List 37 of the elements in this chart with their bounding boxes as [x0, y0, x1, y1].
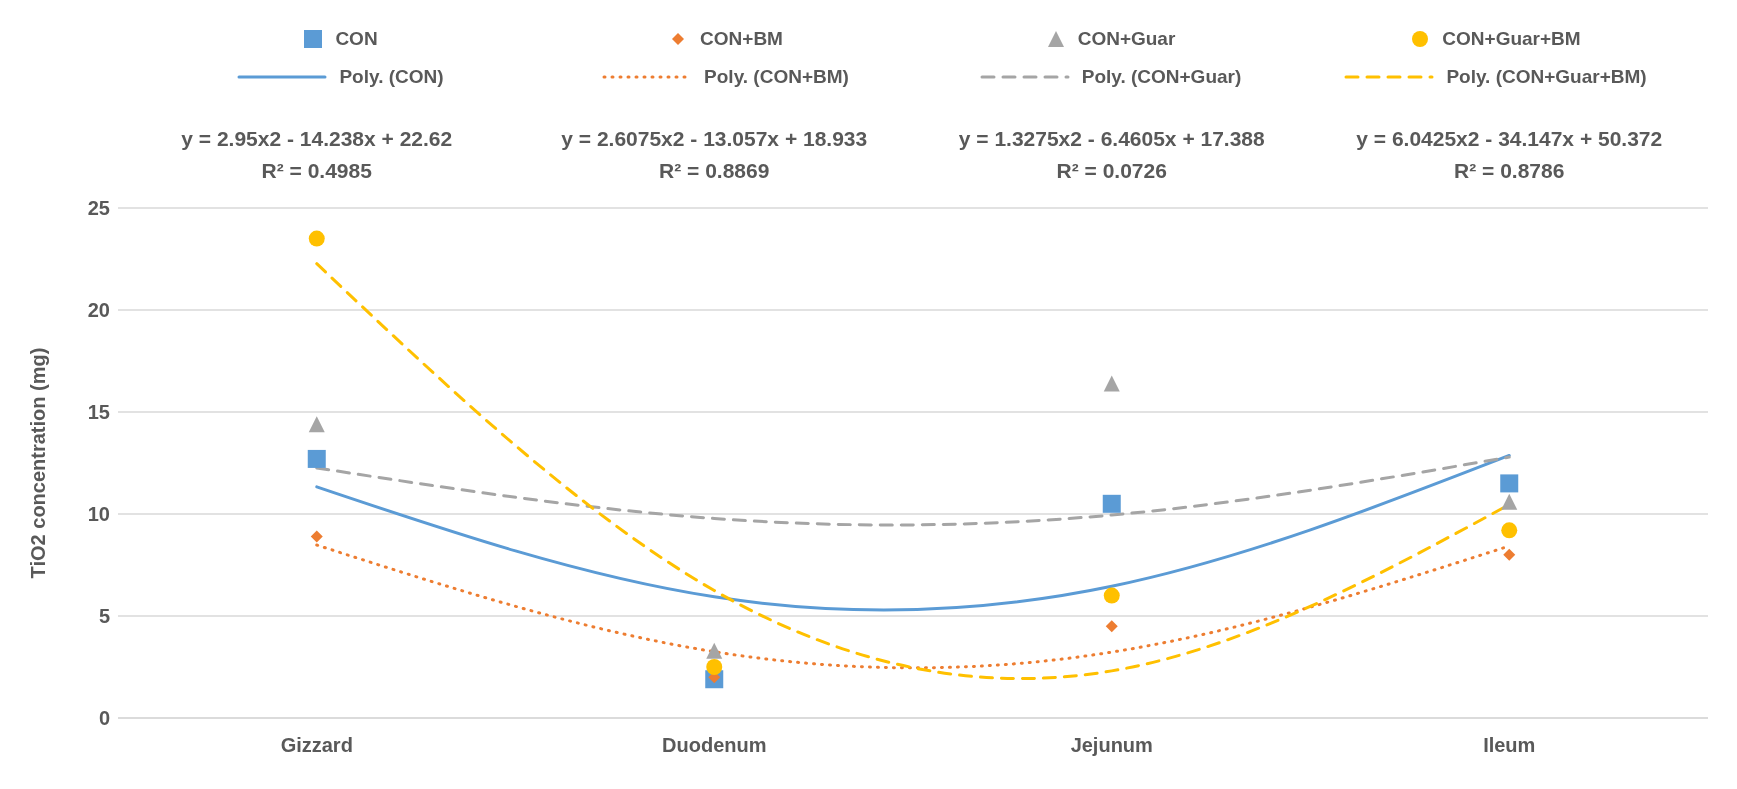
y-tick-label: 10 [87, 503, 110, 526]
y-tick-label: 25 [87, 197, 110, 220]
legend-label: CON+Guar+BM [1442, 28, 1581, 50]
point [706, 659, 723, 675]
point [308, 230, 325, 247]
x-tick-label: Duodenum [662, 734, 767, 757]
y-tick-label: 15 [87, 401, 110, 424]
legend-label: Poly. (CON+Guar+BM) [1446, 66, 1647, 88]
legend-label: CON+Guar [1077, 28, 1176, 50]
x-tick-label: Ileum [1483, 734, 1536, 757]
point [1103, 587, 1120, 604]
point [308, 416, 325, 433]
point [1501, 493, 1518, 510]
point [1102, 494, 1121, 513]
point [310, 530, 323, 543]
y-tick-label: 20 [87, 299, 110, 322]
legend-label: Poly. (CON+Guar) [1081, 66, 1242, 88]
fit-equation: y = 2.6075x2 - 13.057x + 18.933 R² = 0.8869 [560, 126, 869, 184]
y-tick-label: 5 [98, 605, 110, 628]
point [307, 449, 326, 468]
point [1105, 620, 1118, 633]
fit-equation: y = 6.0425x2 - 34.147x + 50.372 R² = 0.8786 [1355, 126, 1664, 184]
x-tick-label: Gizzard [280, 734, 353, 757]
fit-equation: y = 1.3275x2 - 6.4605x + 17.388 R² = 0.0726 [957, 126, 1266, 184]
point [1500, 474, 1519, 493]
y-axis-title: TiO2 concentration (mg) [27, 347, 50, 579]
point [706, 642, 723, 659]
y-tick-label: 0 [98, 707, 110, 730]
legend-label: CON [335, 28, 378, 50]
legend-label: Poly. (CON+BM) [704, 66, 849, 88]
point [1103, 375, 1120, 392]
x-tick-label: Jejunum [1070, 734, 1153, 757]
legend-label: Poly. (CON) [339, 66, 444, 88]
point [1503, 548, 1516, 561]
legend-label: CON+BM [700, 28, 783, 50]
fit-equation: y = 2.95x2 - 14.238x + 22.62 R² = 0.4985 [180, 126, 454, 184]
point [1501, 522, 1518, 539]
